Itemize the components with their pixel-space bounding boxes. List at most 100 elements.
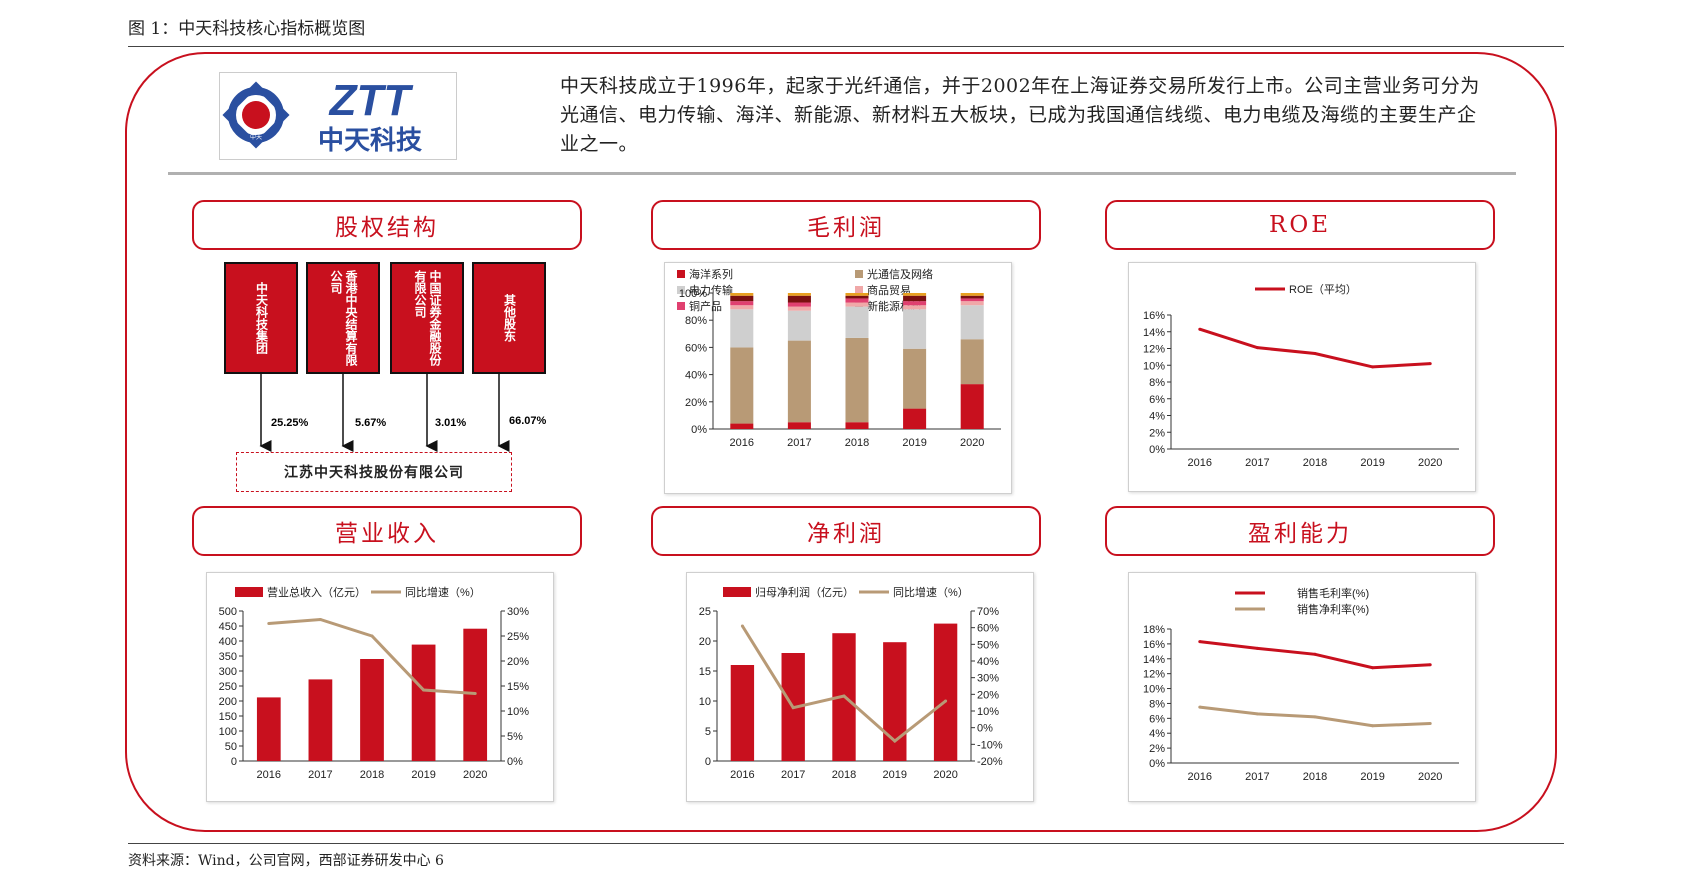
rev-y2-tick-label: 20% bbox=[507, 656, 529, 668]
stacked-bar-segment bbox=[903, 293, 927, 296]
legend-label: 海洋系列 bbox=[689, 267, 733, 281]
profitability-chart: 销售毛利率(%) 销售净利率(%) 0% 2% 4% 6% 8% 10% 12% 14% 16% 18… bbox=[1143, 586, 1459, 783]
legend-label: 铜产品 bbox=[689, 299, 722, 313]
stacked-bar-segment bbox=[845, 337, 869, 423]
stacked-bar-segment bbox=[845, 293, 869, 296]
section-roe: ROE bbox=[1105, 200, 1495, 250]
revenue-chart: 营业总收入（亿元） 同比增速（%） 0 50 100 150 200 250 300 350 400… bbox=[219, 585, 530, 781]
rev-y-tick-label: 450 bbox=[219, 621, 237, 633]
stacked-bar-segment bbox=[960, 295, 984, 299]
revenue-growth-line-point bbox=[267, 622, 271, 625]
pct-2: 5.67% bbox=[355, 417, 386, 429]
bottom-rule bbox=[128, 843, 1564, 844]
roe-y-tick-label: 16% bbox=[1143, 310, 1165, 322]
revenue-growth-line-point bbox=[318, 618, 322, 621]
gp-y-tick-label: 0% bbox=[691, 424, 707, 436]
margin-line-point bbox=[1428, 722, 1432, 726]
revenue-bar bbox=[256, 697, 281, 761]
section-profitability: 盈利能力 bbox=[1105, 506, 1495, 556]
source-note: 资料来源：Wind，公司官网，西部证券研发中心 6 bbox=[128, 853, 444, 869]
net-profit-growth-line-point bbox=[740, 624, 744, 628]
legend-label: 同比增速（%） bbox=[893, 585, 969, 599]
stacked-bar-segment bbox=[960, 339, 984, 385]
np-x-tick-label: 2019 bbox=[883, 769, 907, 781]
gp-x-tick-label: 2018 bbox=[845, 437, 869, 449]
net-profit-growth-line-point bbox=[893, 739, 897, 743]
gp-y-tick-label: 20% bbox=[685, 397, 707, 409]
stacked-bar-segment bbox=[730, 305, 754, 310]
stacked-bar-segment bbox=[903, 295, 927, 302]
gp-x-tick-label: 2019 bbox=[902, 437, 926, 449]
pr-x-tick-label: 2016 bbox=[1188, 771, 1212, 783]
np-y-tick-label: 0 bbox=[705, 756, 711, 768]
rev-y-tick-label: 50 bbox=[225, 741, 237, 753]
np-y2-tick-label: 0% bbox=[977, 723, 993, 735]
legend-swatch bbox=[677, 270, 685, 278]
rev-y2-tick-label: 10% bbox=[507, 706, 529, 718]
rev-y-tick-label: 100 bbox=[219, 726, 237, 738]
stacked-bar-segment bbox=[787, 295, 811, 303]
revenue-bar bbox=[411, 644, 436, 761]
margin-line-point bbox=[1313, 652, 1317, 656]
margin-line-point bbox=[1428, 663, 1432, 667]
stacked-bar-segment bbox=[903, 305, 927, 310]
legend-label: 营业总收入（亿元） bbox=[267, 585, 366, 599]
np-x-tick-label: 2018 bbox=[832, 769, 856, 781]
pr-x-tick-label: 2019 bbox=[1360, 771, 1384, 783]
np-y2-tick-label: 10% bbox=[977, 706, 999, 718]
rev-x-tick-label: 2017 bbox=[308, 769, 332, 781]
company-box: 江苏中天科技股份有限公司 bbox=[236, 452, 512, 492]
stacked-bar-segment bbox=[903, 309, 927, 349]
svg-text:中天: 中天 bbox=[250, 133, 262, 141]
pr-x-tick-label: 2020 bbox=[1418, 771, 1442, 783]
rev-x-tick-label: 2018 bbox=[360, 769, 384, 781]
legend-label: 商品贸易 bbox=[867, 283, 911, 297]
rev-y-tick-label: 300 bbox=[219, 666, 237, 678]
gp-y-tick-label: 60% bbox=[685, 342, 707, 354]
margin-line-point bbox=[1198, 705, 1202, 709]
pr-y-tick-label: 18% bbox=[1143, 624, 1165, 636]
stacked-bar-segment bbox=[960, 298, 984, 302]
margin-line-point bbox=[1371, 666, 1375, 670]
stacked-bar-segment bbox=[960, 384, 984, 429]
profitability-panel: 销售毛利率(%) 销售净利率(%) 0% 2% 4% 6% 8% 10% 12% 14% 16% 18… bbox=[1128, 572, 1476, 802]
gp-x-tick-label: 2020 bbox=[960, 437, 984, 449]
stacked-bar-segment bbox=[960, 301, 984, 306]
stacked-bar-segment bbox=[730, 301, 754, 306]
pr-x-tick-label: 2017 bbox=[1245, 771, 1269, 783]
np-y2-tick-label: 60% bbox=[977, 623, 999, 635]
rev-y2-tick-label: 0% bbox=[507, 756, 523, 768]
roe-y-tick-label: 6% bbox=[1149, 394, 1165, 406]
stacked-bar-segment bbox=[787, 306, 811, 311]
pr-y-tick-label: 16% bbox=[1143, 639, 1165, 651]
np-y2-tick-label: 40% bbox=[977, 656, 999, 668]
np-y2-tick-label: 30% bbox=[977, 673, 999, 685]
np-x-tick-label: 2020 bbox=[933, 769, 957, 781]
margin-line-point bbox=[1371, 724, 1375, 728]
rounded-frame bbox=[125, 52, 1557, 832]
np-y-tick-label: 20 bbox=[699, 636, 711, 648]
roe-y-tick-label: 0% bbox=[1149, 444, 1165, 456]
margin-line-point bbox=[1313, 715, 1317, 719]
stacked-bar-segment bbox=[960, 305, 984, 340]
np-y2-tick-label: -10% bbox=[977, 739, 1003, 751]
equity-arrows: 25.25% 5.67% 3.01% 66.07% bbox=[259, 374, 547, 452]
np-y2-tick-label: 20% bbox=[977, 689, 999, 701]
logo-en: ZTT bbox=[328, 76, 414, 125]
legend-label: 同比增速（%） bbox=[405, 585, 481, 599]
roe-y-tick-label: 4% bbox=[1149, 411, 1165, 423]
roe-chart: ROE（平均） 0% 2% 4% 6% 8% 10% 12% 14% 16% 2016 2017 201… bbox=[1143, 283, 1459, 469]
stacked-bar-segment bbox=[845, 306, 869, 338]
net-profit-bar bbox=[933, 623, 958, 761]
net-profit-growth-line-point bbox=[842, 694, 846, 698]
revenue-panel: 营业总收入（亿元） 同比增速（%） 0 50 100 150 200 250 300 350 400… bbox=[206, 572, 554, 802]
net-profit-bar bbox=[730, 665, 755, 761]
rev-y2-tick-label: 5% bbox=[507, 731, 523, 743]
roe-line bbox=[1199, 327, 1431, 369]
shareholder-box-4: 其他股东 bbox=[472, 262, 546, 374]
stacked-bar-segment bbox=[903, 301, 927, 306]
top-rule bbox=[128, 46, 1564, 47]
revenue-growth-line-point bbox=[422, 688, 426, 692]
rev-y2-tick-label: 15% bbox=[507, 681, 529, 693]
roe-x-tick-label: 2017 bbox=[1245, 457, 1269, 469]
